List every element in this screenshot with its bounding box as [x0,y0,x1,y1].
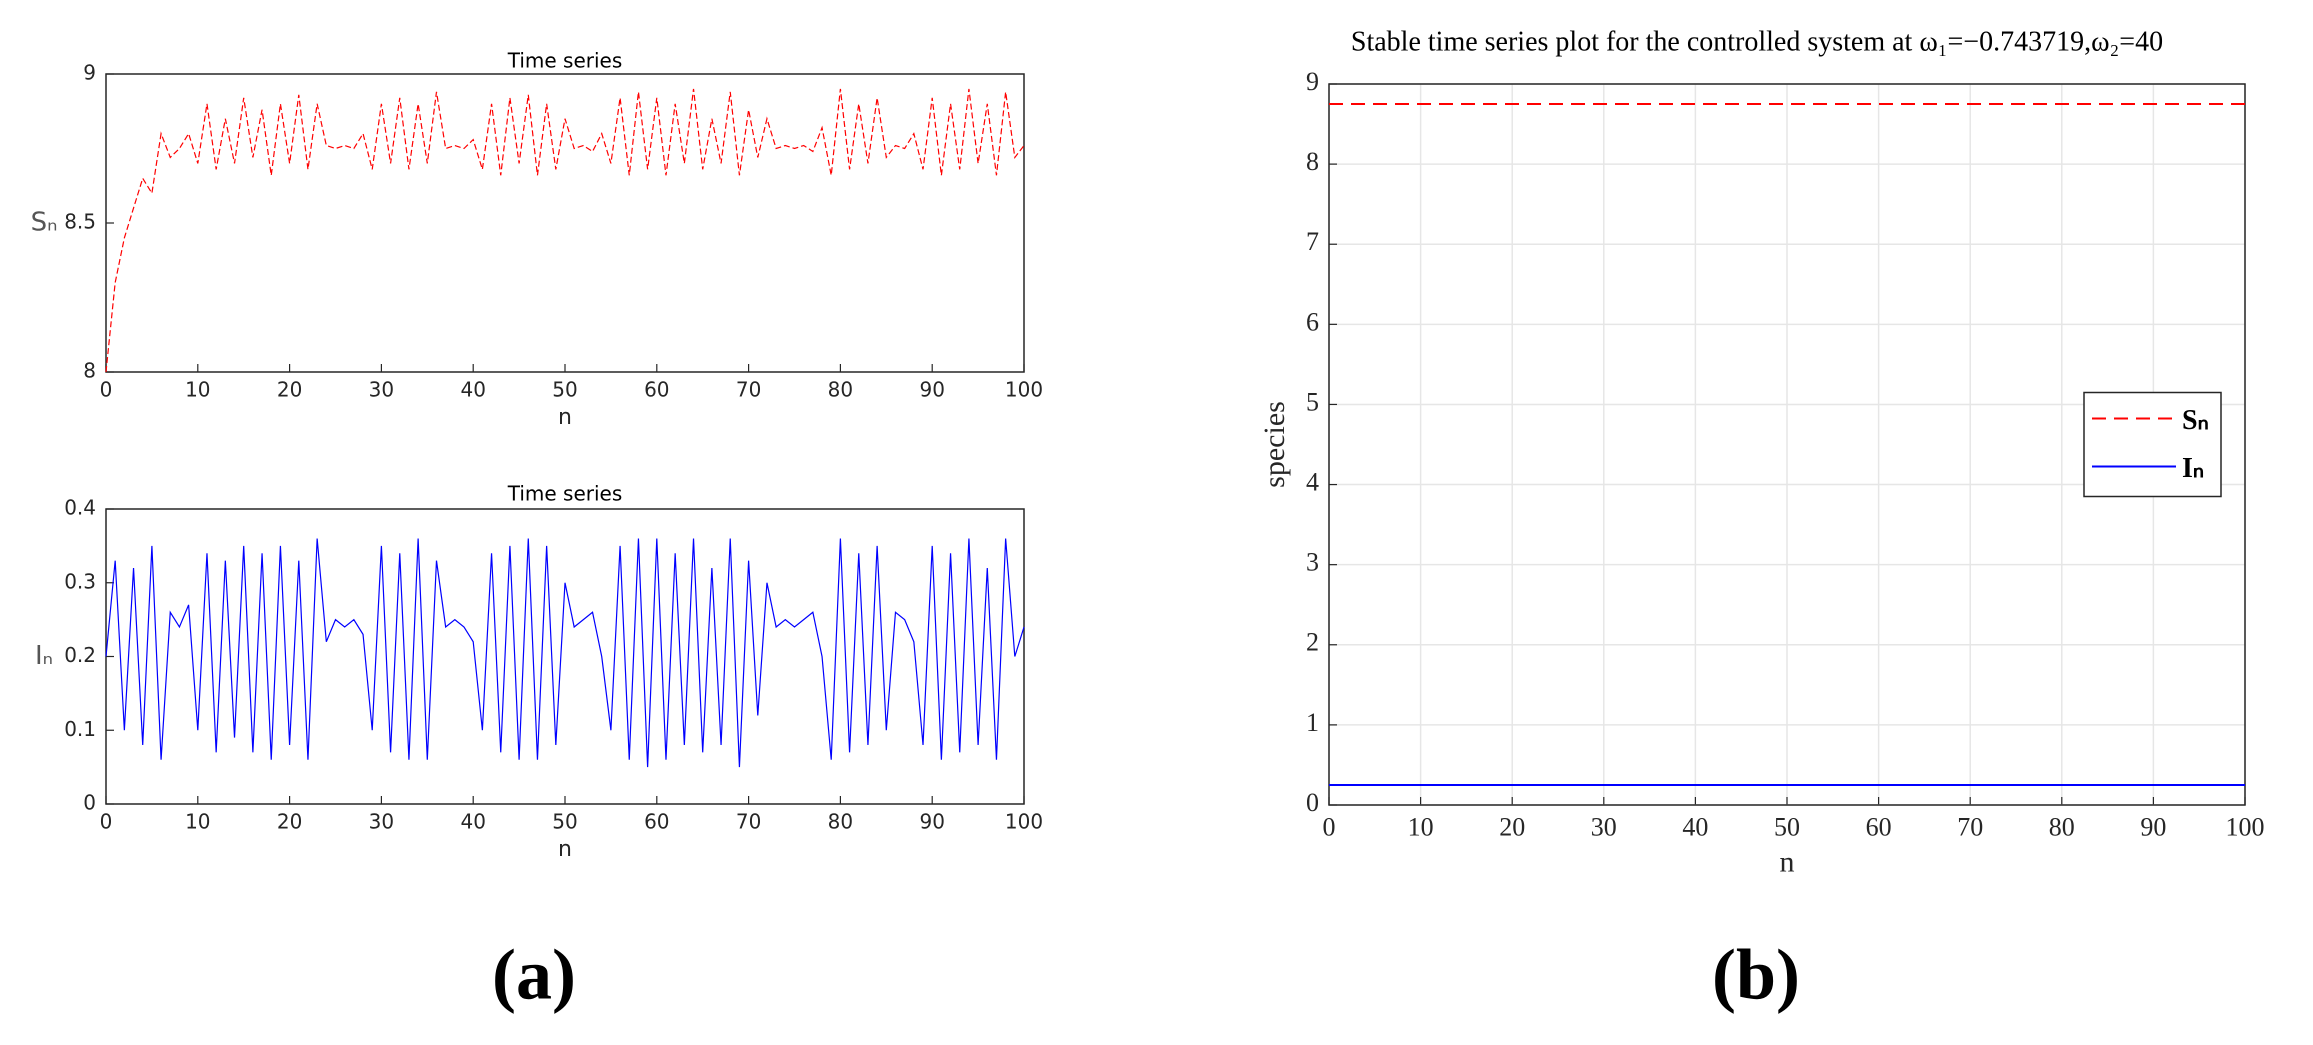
legend-label: Iₙ [2182,453,2204,484]
caption: (a) [492,935,576,1015]
legend-box [2083,391,2222,498]
x-axis-label: n [558,405,572,430]
chart-title: Time series [507,49,623,73]
y-tick-label: 7 [1306,227,1319,256]
x-tick-label: 60 [644,378,669,402]
caption: (b) [1712,935,1800,1015]
x-tick-label: 30 [369,810,394,834]
y-axis-label: Iₙ [35,641,53,671]
x-tick-label: 20 [277,378,302,402]
y-tick-label: 0 [1306,788,1319,817]
y-tick-label: 3 [1306,548,1319,577]
x-tick-label: 40 [1682,813,1708,842]
y-tick-label: 0.1 [64,717,96,741]
x-tick-label: 80 [2049,813,2075,842]
x-tick-label: 0 [100,810,113,834]
x-tick-label: 60 [644,810,669,834]
x-axis-label: n [558,837,572,862]
x-tick-label: 70 [736,810,761,834]
y-tick-label: 2 [1306,628,1319,657]
x-tick-label: 0 [1323,813,1336,842]
y-tick-label: 9 [1306,67,1319,96]
y-tick-label: 8 [83,359,96,383]
x-axis-label: n [1780,846,1795,879]
legend-label: Sₙ [2182,405,2209,436]
x-tick-label: 80 [828,378,853,402]
x-tick-label: 90 [2140,813,2166,842]
x-tick-label: 80 [828,810,853,834]
y-tick-label: 5 [1306,387,1319,416]
y-tick-label: 8.5 [64,210,96,234]
x-tick-label: 60 [1866,813,1892,842]
x-tick-label: 50 [552,378,577,402]
x-tick-label: 100 [2226,813,2265,842]
x-tick-label: 90 [919,378,944,402]
y-tick-label: 0.4 [64,496,96,520]
x-tick-label: 70 [1957,813,1983,842]
y-tick-label: 1 [1306,708,1319,737]
x-tick-label: 0 [100,378,113,402]
chart-title: Stable time series plot for the controll… [1351,26,2163,57]
x-tick-label: 40 [460,378,485,402]
x-tick-label: 10 [1408,813,1434,842]
x-tick-label: 100 [1005,810,1043,834]
chart-title: Time series [507,482,623,506]
y-axis-label: Sₙ [31,208,58,238]
x-tick-label: 50 [552,810,577,834]
y-tick-label: 9 [83,61,96,85]
y-tick-label: 0 [83,791,96,815]
x-tick-label: 70 [736,378,761,402]
y-tick-label: 0.2 [64,643,96,667]
series-line [105,538,1025,768]
y-tick-label: 4 [1306,468,1319,497]
x-tick-label: 20 [1499,813,1525,842]
x-tick-label: 20 [277,810,302,834]
axes-box [105,73,1025,373]
x-tick-label: 40 [460,810,485,834]
x-tick-label: 10 [185,810,210,834]
y-tick-label: 8 [1306,147,1319,176]
y-axis-label: species [1258,401,1291,488]
y-tick-label: 6 [1306,307,1319,336]
x-tick-label: 30 [1591,813,1617,842]
x-tick-label: 50 [1774,813,1800,842]
y-tick-label: 0.3 [64,569,96,593]
x-tick-label: 100 [1005,378,1043,402]
x-tick-label: 10 [185,378,210,402]
axes-box [1328,83,2246,806]
x-tick-label: 90 [919,810,944,834]
series-line [105,88,1025,373]
x-tick-label: 30 [369,378,394,402]
